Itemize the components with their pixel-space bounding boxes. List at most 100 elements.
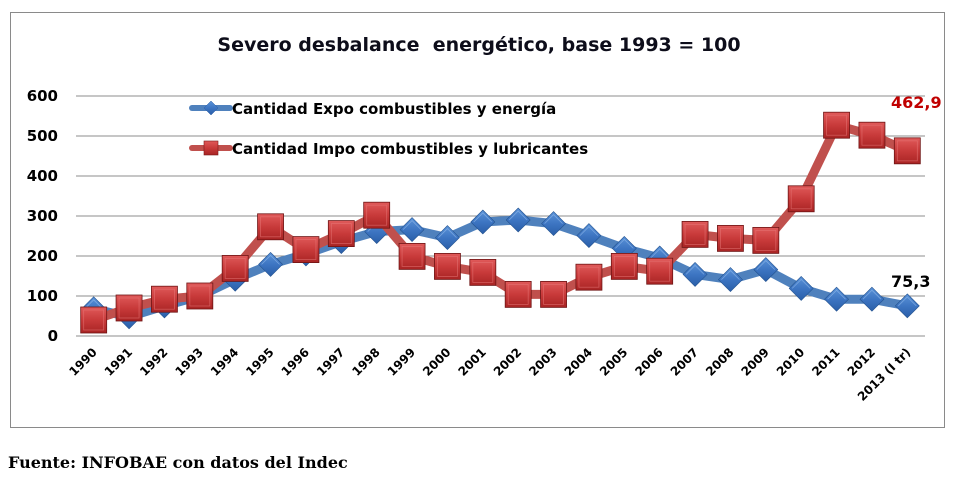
data-point-square: [257, 213, 284, 241]
data-point-square: [787, 185, 815, 213]
data-point-bevel: [720, 227, 741, 249]
data-point-highlight: [579, 226, 599, 236]
x-tick-label: 2000: [420, 345, 454, 379]
data-point-square: [610, 252, 638, 280]
data-point-diamond: [470, 209, 496, 235]
chart-title: Severo desbalance energético, base 1993 …: [217, 34, 740, 56]
y-axis-ticks: 0 100 200 300 400 500 600: [27, 87, 58, 345]
series-impo: [80, 111, 921, 334]
data-point-diamond: [718, 267, 743, 293]
data-label-expo-last: 75,3: [891, 272, 930, 291]
data-point-square: [646, 257, 674, 285]
data-label-impo-last: 462,9: [891, 93, 942, 112]
data-point-bevel: [613, 255, 635, 277]
legend-item-impo: Cantidad Impo combustibles y lubricantes: [189, 140, 588, 158]
data-point-diamond: [576, 223, 602, 249]
x-tick-label: 2012: [845, 345, 879, 379]
x-tick-label: 1995: [243, 345, 277, 379]
data-point-highlight: [898, 296, 917, 307]
data-point-bevel: [543, 283, 564, 305]
x-tick-label: 1997: [314, 345, 348, 379]
gridlines: [76, 95, 925, 337]
data-point-diamond: [788, 275, 814, 301]
data-point-bevel: [224, 257, 246, 279]
data-point-bevel: [295, 239, 317, 261]
legend-label-impo: Cantidad Impo combustibles y lubricantes: [232, 140, 588, 158]
data-point-diamond: [859, 286, 885, 312]
data-point-diamond: [753, 257, 779, 283]
data-point-square: [681, 220, 709, 248]
data-point-diamond: [682, 261, 708, 287]
line-chart: Severo desbalance energético, base 1993 …: [27, 34, 942, 404]
y-tick-label: 100: [27, 287, 58, 305]
y-tick-label: 600: [27, 87, 58, 105]
data-point-bevel: [472, 261, 494, 283]
data-point-diamond: [399, 217, 425, 243]
legend-label-expo: Cantidad Expo combustibles y energía: [232, 100, 556, 118]
data-point-highlight: [615, 238, 634, 249]
x-tick-label: 2010: [774, 345, 808, 379]
data-point-bevel: [189, 285, 211, 307]
legend-square-icon: [203, 140, 219, 156]
x-tick-label: 2001: [455, 345, 489, 379]
data-point-square: [717, 224, 744, 252]
data-point-highlight: [791, 278, 811, 289]
x-tick-label: 2011: [809, 345, 843, 379]
data-point-square: [115, 294, 143, 322]
data-point-square: [292, 236, 320, 264]
data-point-square: [327, 220, 355, 248]
data-point-bevel: [366, 204, 388, 226]
chart-frame: Severo desbalance energético, base 1993 …: [10, 12, 945, 428]
data-point-highlight: [721, 270, 740, 280]
data-point-diamond: [505, 207, 531, 233]
x-tick-label: 2003: [526, 345, 560, 379]
x-tick-label: 1998: [349, 345, 383, 379]
series: [80, 111, 921, 334]
data-point-square: [363, 201, 391, 229]
series-expo: [81, 207, 920, 330]
y-tick-label: 300: [27, 207, 58, 225]
x-tick-label: 2002: [491, 345, 525, 379]
data-point-bevel: [861, 124, 883, 146]
data-point-square: [186, 282, 214, 310]
x-tick-label: 1999: [385, 345, 419, 379]
x-tick-label: 1994: [208, 345, 242, 379]
data-point-bevel: [154, 288, 175, 310]
data-point-diamond: [894, 293, 920, 319]
data-point-square: [398, 242, 426, 270]
data-point-highlight: [650, 248, 669, 259]
data-point-square: [80, 306, 108, 334]
data-point-highlight: [685, 264, 705, 275]
data-point-square: [504, 280, 532, 308]
data-point-highlight: [473, 212, 493, 223]
data-point-square: [221, 254, 249, 282]
data-point-bevel: [896, 140, 918, 162]
data-point-square: [575, 263, 603, 291]
source-note: Fuente: INFOBAE con datos del Indec: [8, 453, 348, 472]
legend: Cantidad Expo combustibles y energía Can…: [189, 100, 588, 158]
data-point-square: [823, 111, 850, 139]
y-tick-label: 400: [27, 167, 58, 185]
data-point-bevel: [118, 297, 140, 319]
x-tick-label: 1992: [137, 345, 171, 379]
x-axis-ticks: 1990 1991 1992 1993 1994 1995 1996 1997 1998 1999…: [66, 345, 913, 404]
data-point-square: [858, 121, 886, 149]
data-point-bevel: [578, 266, 600, 288]
data-point-highlight: [438, 228, 457, 238]
data-point-diamond: [258, 251, 283, 277]
data-point-square: [469, 258, 497, 286]
data-point-bevel: [790, 188, 812, 210]
x-tick-label: 2006: [632, 345, 666, 379]
data-point-bevel: [260, 216, 281, 238]
data-point-highlight: [84, 299, 103, 310]
x-tick-label: 1991: [102, 345, 136, 379]
x-tick-label: 2009: [738, 345, 772, 379]
data-point-bevel: [83, 309, 105, 331]
data-point-highlight: [756, 260, 776, 270]
x-tick-label: 2008: [703, 345, 737, 379]
data-point-highlight: [544, 214, 563, 224]
data-point-diamond: [824, 286, 849, 312]
data-point-bevel: [684, 223, 706, 245]
data-point-square: [893, 137, 921, 165]
series-line: [89, 215, 912, 322]
